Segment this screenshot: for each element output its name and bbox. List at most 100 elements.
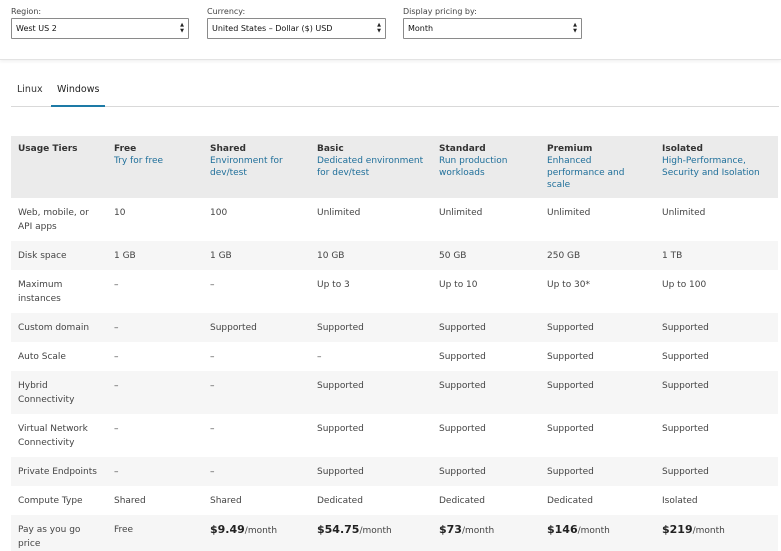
table-cell: Supported bbox=[547, 424, 594, 434]
table-cell: Supported bbox=[203, 313, 310, 342]
table-cell: Supported bbox=[439, 424, 486, 434]
region-label: Region: bbox=[11, 7, 42, 16]
price-free: Free bbox=[107, 515, 203, 551]
currency-value: United States – Dollar ($) USD bbox=[212, 24, 333, 33]
table-cell: Supported bbox=[432, 313, 540, 342]
select-arrows-icon: ▲ ▼ bbox=[180, 22, 184, 34]
currency-filter: Currency: United States – Dollar ($) USD… bbox=[207, 7, 386, 39]
header-usage-tiers: Usage Tiers bbox=[11, 136, 107, 198]
row-label: Virtual Network Connectivity bbox=[18, 424, 88, 448]
table-cell: Supported bbox=[655, 313, 778, 342]
price-cell: $219/month bbox=[655, 515, 778, 551]
table-cell: Up to 3 bbox=[317, 280, 350, 290]
region-select[interactable]: West US 2 ▲ ▼ bbox=[11, 18, 189, 39]
header-tier-premium: Premium Enhanced performance and scale bbox=[540, 136, 655, 198]
row-label: Web, mobile, or API apps bbox=[18, 208, 89, 232]
table-cell: Unlimited bbox=[317, 208, 361, 218]
table-cell: Dedicated bbox=[317, 496, 363, 506]
table-cell: Isolated bbox=[662, 496, 698, 506]
row-label: Disk space bbox=[11, 241, 107, 270]
table-row: Web, mobile, or API apps 10 100 Unlimite… bbox=[11, 198, 778, 241]
table-cell: 10 GB bbox=[310, 241, 432, 270]
table-cell: Supported bbox=[439, 352, 486, 362]
table-cell: 250 GB bbox=[540, 241, 655, 270]
table-cell: – bbox=[210, 280, 215, 290]
price-cell: $73/month bbox=[432, 515, 540, 551]
table-cell: Supported bbox=[540, 457, 655, 486]
table-cell: Unlimited bbox=[439, 208, 483, 218]
pricing-filters: Region: West US 2 ▲ ▼ Currency: United St… bbox=[0, 0, 781, 60]
table-cell: Supported bbox=[432, 457, 540, 486]
table-cell: – bbox=[114, 280, 119, 290]
price-amount: $146 bbox=[547, 523, 578, 536]
price-unit: /month bbox=[244, 526, 278, 536]
table-row: Disk space 1 GB 1 GB 10 GB 50 GB 250 GB … bbox=[11, 241, 778, 270]
os-tabs: Linux Windows bbox=[11, 80, 779, 107]
table-cell: Unlimited bbox=[547, 208, 591, 218]
table-cell: Supported bbox=[547, 352, 594, 362]
table-cell: Up to 10 bbox=[439, 280, 478, 290]
table-cell: 1 TB bbox=[655, 241, 778, 270]
table-cell: Supported bbox=[310, 371, 432, 414]
table-cell: Supported bbox=[317, 424, 364, 434]
row-label: Compute Type bbox=[18, 496, 83, 506]
price-amount: $73 bbox=[439, 523, 462, 536]
table-cell: Shared bbox=[114, 496, 146, 506]
table-cell: 1 GB bbox=[203, 241, 310, 270]
table-cell: 100 bbox=[210, 208, 228, 218]
row-label: Custom domain bbox=[11, 313, 107, 342]
price-amount: $219 bbox=[662, 523, 693, 536]
table-cell: – bbox=[210, 424, 215, 434]
table-row: Maximum instances – – Up to 3 Up to 10 U… bbox=[11, 270, 778, 313]
display-pricing-filter: Display pricing by: Month ▲ ▼ bbox=[403, 7, 582, 39]
table-row: Hybrid Connectivity – – Supported Suppor… bbox=[11, 371, 778, 414]
table-row: Compute Type Shared Shared Dedicated Ded… bbox=[11, 486, 778, 515]
price-unit: /month bbox=[461, 526, 495, 536]
row-label: Auto Scale bbox=[18, 352, 66, 362]
table-cell: – bbox=[107, 313, 203, 342]
table-row: Private Endpoints – – Supported Supporte… bbox=[11, 457, 778, 486]
table-cell: Up to 100 bbox=[662, 280, 707, 290]
table-cell: Supported bbox=[540, 371, 655, 414]
region-filter: Region: West US 2 ▲ ▼ bbox=[11, 7, 189, 39]
table-cell: Up to 30* bbox=[547, 280, 591, 290]
display-pricing-select[interactable]: Month ▲ ▼ bbox=[403, 18, 582, 39]
currency-label: Currency: bbox=[207, 7, 246, 16]
table-cell: Supported bbox=[655, 371, 778, 414]
table-cell: Supported bbox=[655, 457, 778, 486]
display-pricing-label: Display pricing by: bbox=[403, 7, 477, 16]
table-row: Virtual Network Connectivity – – Support… bbox=[11, 414, 778, 457]
select-arrows-icon: ▲ ▼ bbox=[377, 22, 381, 34]
header-tier-free: Free Try for free bbox=[107, 136, 203, 198]
table-cell: Dedicated bbox=[547, 496, 593, 506]
header-tier-basic: Basic Dedicated environment for dev/test bbox=[310, 136, 432, 198]
table-cell: – bbox=[203, 371, 310, 414]
row-label: Hybrid Connectivity bbox=[11, 371, 107, 414]
price-unit: /month bbox=[577, 526, 610, 536]
price-unit: /month bbox=[692, 526, 725, 536]
table-cell: 50 GB bbox=[432, 241, 540, 270]
pricing-table: Usage Tiers Free Try for free Shared Env… bbox=[11, 136, 778, 551]
table-cell: 1 GB bbox=[107, 241, 203, 270]
header-tier-isolated: Isolated High-Performance, Security and … bbox=[655, 136, 778, 198]
price-cell: $54.75/month bbox=[310, 515, 432, 551]
header-tier-shared: Shared Environment for dev/test bbox=[203, 136, 310, 198]
currency-select[interactable]: United States – Dollar ($) USD ▲ ▼ bbox=[207, 18, 386, 39]
price-cell: $146/month bbox=[540, 515, 655, 551]
tab-windows[interactable]: Windows bbox=[51, 80, 106, 107]
region-value: West US 2 bbox=[16, 24, 57, 33]
row-label: Pay as you go price bbox=[11, 515, 107, 551]
table-cell: Supported bbox=[662, 424, 709, 434]
price-amount: $54.75 bbox=[317, 523, 360, 536]
table-cell: Supported bbox=[540, 313, 655, 342]
table-cell: – bbox=[203, 457, 310, 486]
table-header-row: Usage Tiers Free Try for free Shared Env… bbox=[11, 136, 778, 198]
display-pricing-value: Month bbox=[408, 24, 434, 33]
table-cell: – bbox=[317, 352, 322, 362]
price-cell: $9.49/month bbox=[203, 515, 310, 551]
table-row: Custom domain – Supported Supported Supp… bbox=[11, 313, 778, 342]
table-cell: – bbox=[114, 424, 119, 434]
table-cell: – bbox=[210, 352, 215, 362]
tab-linux[interactable]: Linux bbox=[17, 84, 43, 95]
table-cell: Supported bbox=[662, 352, 709, 362]
